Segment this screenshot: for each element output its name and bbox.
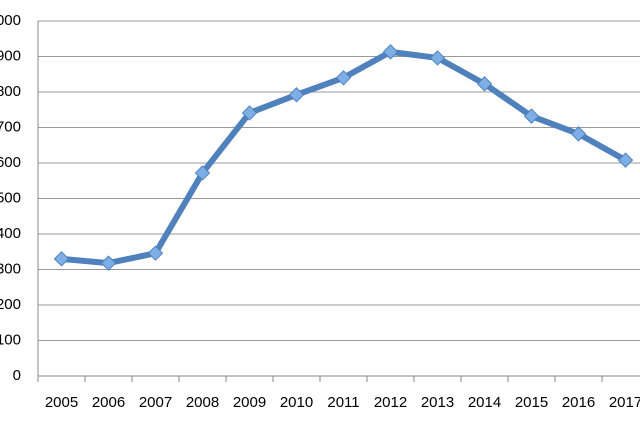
y-tick-label: 500 [0, 189, 21, 206]
marker [100, 255, 117, 271]
x-tick-label: 2007 [139, 394, 172, 411]
x-tick-label: 2014 [468, 394, 501, 411]
y-tick-label: 0 [13, 367, 21, 384]
marker [523, 108, 540, 124]
x-tick-label: 2016 [562, 394, 595, 411]
y-tick-label: 200 [0, 296, 21, 313]
marker [241, 105, 258, 121]
marker [147, 245, 164, 261]
y-tick-label: 1000 [0, 12, 21, 29]
x-tick-label: 2013 [421, 394, 454, 411]
y-tick-label: 700 [0, 118, 21, 135]
x-tick-label: 2011 [327, 394, 359, 411]
x-tick-label: 2005 [45, 394, 78, 411]
marker [288, 87, 305, 103]
y-tick-label: 100 [0, 331, 21, 348]
marker [476, 76, 493, 92]
x-tick-label: 2009 [233, 394, 266, 411]
x-tick-label: 2017 [609, 394, 640, 411]
marker [429, 50, 446, 66]
marker [382, 44, 399, 60]
y-tick-label: 300 [0, 260, 21, 277]
marker [335, 70, 352, 86]
x-tick-label: 2008 [186, 394, 219, 411]
x-tick-label: 2006 [92, 394, 125, 411]
x-tick-label: 2015 [515, 394, 548, 411]
marker [570, 126, 587, 142]
y-tick-label: 800 [0, 83, 21, 100]
marker [194, 165, 211, 181]
x-tick-label: 2010 [280, 394, 313, 411]
marker [617, 152, 634, 168]
y-tick-label: 600 [0, 154, 21, 171]
marker [53, 251, 70, 267]
x-tick-label: 2012 [374, 394, 407, 411]
y-tick-label: 400 [0, 225, 21, 242]
y-tick-label: 900 [0, 47, 21, 64]
